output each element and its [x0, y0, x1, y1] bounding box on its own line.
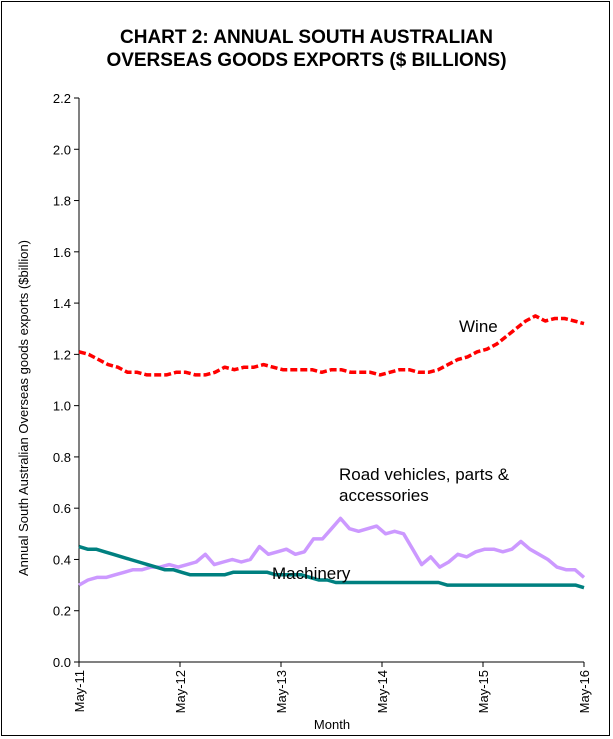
y-axis-label: Annual South Australian Overseas goods e…	[16, 240, 31, 576]
y-tick-label: 0.0	[53, 655, 71, 670]
road-vehicles-series-label-line-1: Road vehicles, parts &	[339, 465, 510, 484]
x-tick-label: May-11	[72, 670, 87, 712]
wine-series-label: Wine	[459, 317, 498, 336]
y-tick-label: 0.8	[53, 450, 71, 465]
series-lines	[78, 314, 586, 590]
y-tick-label: 1.2	[53, 347, 71, 362]
y-tick-label: 1.8	[53, 194, 71, 209]
chart-title-line-2: OVERSEAS GOODS EXPORTS ($ BILLIONS)	[106, 50, 507, 71]
x-tick-label: May-15	[476, 670, 491, 713]
y-tick-label: 1.6	[53, 245, 71, 260]
road-vehicles-series-label-line-2: accessories	[339, 486, 429, 505]
wine-line	[78, 314, 585, 377]
y-tick-label: 2.0	[53, 142, 71, 157]
y-tick-label: 0.6	[53, 501, 71, 516]
x-axis-label: Month	[314, 717, 350, 732]
y-tick-label: 1.0	[53, 399, 71, 414]
x-tick-label: May-14	[375, 670, 390, 713]
x-tick-label: May-16	[577, 670, 592, 713]
y-tick-label: 2.2	[53, 91, 71, 106]
y-axis: 0.0 0.2 0.4 0.6 0.8 1.0 1.2 1.4 1.6 1.8 2.0 2.2	[53, 91, 80, 670]
chart-title-line-1: CHART 2: ANNUAL SOUTH AUSTRALIAN	[120, 27, 493, 48]
y-tick-label: 0.4	[53, 552, 71, 567]
x-tick-label: May-13	[274, 670, 289, 713]
road-vehicles-line	[78, 516, 586, 587]
y-tick-label: 0.2	[53, 604, 71, 619]
machinery-series-label: Machinery	[272, 564, 351, 583]
machinery-line	[78, 544, 585, 590]
x-axis: May-11 May-12 May-13 May-14 May-15 May-16	[72, 661, 592, 713]
y-tick-label: 1.4	[53, 296, 71, 311]
x-tick-label: May-12	[173, 670, 188, 713]
chart-title: CHART 2: ANNUAL SOUTH AUSTRALIAN OVERSEA…	[0, 26, 613, 72]
